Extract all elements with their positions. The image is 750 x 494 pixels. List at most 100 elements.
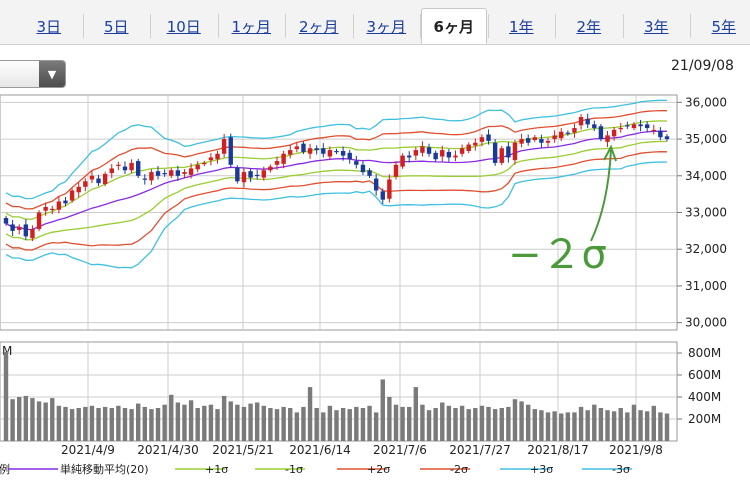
volume-bar <box>36 401 42 441</box>
candle-body <box>116 164 121 166</box>
candle-body <box>453 155 458 158</box>
volume-bar <box>175 402 181 441</box>
candle-body <box>122 166 128 171</box>
volume-bar <box>559 413 564 441</box>
candle-body <box>585 118 590 125</box>
date-tick-label: 2021/8/17 <box>527 443 589 457</box>
candle-body <box>565 132 571 134</box>
volume-bar <box>380 379 385 441</box>
candle-body <box>274 161 280 165</box>
volume-bar <box>479 405 485 441</box>
volume-bar <box>17 397 22 441</box>
volume-bar <box>202 405 207 441</box>
candle-body <box>407 155 412 158</box>
volume-bar <box>585 410 590 441</box>
volume-bar <box>347 409 352 441</box>
volume-bar <box>182 404 187 441</box>
candle-body <box>618 128 623 130</box>
candle-body <box>459 148 465 154</box>
candle-body <box>155 171 161 176</box>
volume-bar <box>136 403 141 441</box>
annotation-sigma-label: −２σ <box>508 232 607 278</box>
volume-bar <box>301 406 306 441</box>
volume-unit-label: M <box>2 344 12 358</box>
volume-bar <box>499 408 504 441</box>
date-tick-label: 2021/6/14 <box>289 443 351 457</box>
volume-bar <box>433 408 438 441</box>
indicator-dropdown[interactable]: ▼ <box>0 60 66 88</box>
tab-10[interactable]: 5年 <box>711 17 737 36</box>
tab-divider <box>217 14 219 38</box>
legend-label: +3σ <box>530 463 553 476</box>
tab-5[interactable]: 3ヶ月 <box>366 17 407 36</box>
tab-4[interactable]: 2ヶ月 <box>298 17 339 36</box>
candle-body <box>426 147 432 154</box>
volume-bar <box>50 398 55 441</box>
volume-bar <box>413 387 419 441</box>
candle-body <box>539 139 544 143</box>
volume-bar <box>96 408 101 441</box>
tab-6[interactable]: 6ヶ月 <box>421 8 487 44</box>
candle-body <box>261 170 266 178</box>
volume-bar <box>327 405 333 441</box>
date-tick-label: 2021/9/8 <box>609 443 663 457</box>
tab-0[interactable]: 3日 <box>36 17 62 36</box>
candle-body <box>10 224 15 231</box>
volume-bar <box>407 406 412 441</box>
volume-bar <box>268 408 273 441</box>
candle-body <box>664 136 670 140</box>
volume-bar <box>169 394 174 441</box>
candle-body <box>506 146 511 158</box>
volume-bar <box>354 406 359 441</box>
candle-body <box>96 178 101 184</box>
candle-body <box>83 181 88 187</box>
volume-bar <box>254 402 260 441</box>
volume-bar <box>69 409 75 441</box>
chevron-down-icon[interactable]: ▼ <box>39 61 65 87</box>
candle-body <box>248 171 253 178</box>
candle-body <box>149 172 154 181</box>
candle-body <box>142 178 148 180</box>
candle-body <box>598 126 604 140</box>
volume-bar <box>334 410 339 441</box>
candle-body <box>486 134 491 141</box>
volume-bar <box>129 409 134 441</box>
volume-bar <box>155 408 161 441</box>
volume-bar <box>360 408 366 441</box>
volume-bar <box>228 401 233 441</box>
volume-bar <box>400 406 405 441</box>
volume-bar <box>644 411 650 441</box>
tab-3[interactable]: 1ヶ月 <box>231 17 272 36</box>
candle-body <box>129 162 134 171</box>
tab-8[interactable]: 2年 <box>576 17 602 36</box>
tab-7[interactable]: 1年 <box>508 17 534 36</box>
volume-bar <box>195 408 200 441</box>
candle-body <box>433 152 438 160</box>
candle-body <box>658 130 663 138</box>
legend-label: -2σ <box>450 463 468 476</box>
tab-9[interactable]: 3年 <box>643 17 669 36</box>
candle-body <box>552 135 557 140</box>
volume-bar <box>578 406 584 441</box>
candle-body <box>89 175 95 180</box>
candle-body <box>162 173 167 175</box>
volume-bar <box>545 412 551 441</box>
volume-bar <box>525 404 531 441</box>
candle-body <box>202 162 207 165</box>
candle-body <box>380 191 385 200</box>
tab-1[interactable]: 5日 <box>103 17 129 36</box>
volume-bar <box>532 409 537 441</box>
price-tick-label: 31,000 <box>685 279 727 293</box>
date-tick-label: 2021/7/27 <box>449 443 511 457</box>
volume-bar <box>512 399 518 441</box>
tab-2[interactable]: 10日 <box>166 17 201 36</box>
legend-label: -1σ <box>285 463 303 476</box>
volume-bar <box>426 410 432 441</box>
candle-body <box>545 140 551 143</box>
candle-body <box>36 212 42 230</box>
volume-bar <box>215 409 220 441</box>
volume-bar <box>453 408 458 441</box>
band-minus-1-sigma <box>5 140 668 241</box>
volume-bar <box>56 405 62 441</box>
candle-body <box>221 139 227 154</box>
